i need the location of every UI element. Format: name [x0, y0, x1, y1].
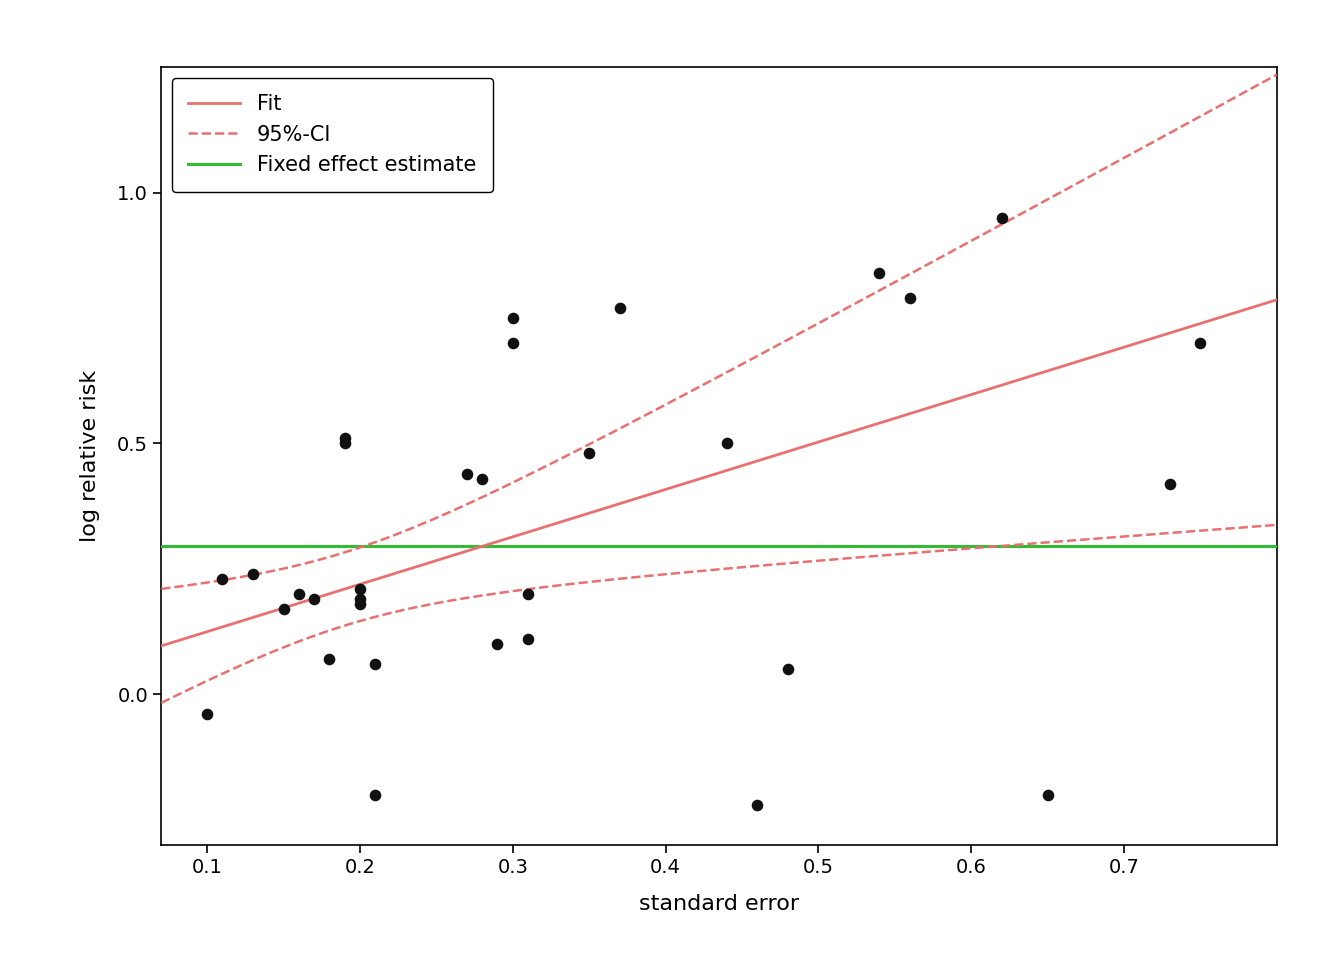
Point — [899, 290, 921, 305]
Legend: Fit, 95%-CI, Fixed effect estimate: Fit, 95%-CI, Fixed effect estimate — [172, 78, 493, 192]
Point — [472, 471, 493, 487]
Point — [777, 661, 798, 677]
Point — [716, 436, 738, 451]
Point — [242, 566, 263, 582]
Point — [503, 335, 524, 350]
Point — [746, 797, 767, 812]
Point — [319, 652, 340, 667]
Point — [333, 431, 355, 446]
Point — [991, 210, 1012, 226]
Point — [487, 636, 508, 652]
Point — [609, 300, 630, 316]
Point — [517, 632, 539, 647]
Y-axis label: log relative risk: log relative risk — [81, 370, 101, 542]
Point — [364, 657, 386, 672]
Point — [288, 587, 309, 602]
Point — [1189, 335, 1211, 350]
Point — [304, 591, 325, 607]
Point — [503, 310, 524, 325]
Point — [578, 445, 599, 461]
Point — [211, 571, 233, 587]
Point — [349, 596, 371, 612]
Point — [333, 436, 355, 451]
Point — [456, 466, 477, 481]
X-axis label: standard error: standard error — [638, 894, 800, 914]
Point — [349, 591, 371, 607]
Point — [517, 587, 539, 602]
Point — [1159, 476, 1180, 492]
Point — [364, 787, 386, 803]
Point — [1036, 787, 1058, 803]
Point — [868, 265, 890, 280]
Point — [349, 581, 371, 596]
Point — [196, 707, 218, 722]
Point — [273, 601, 294, 616]
